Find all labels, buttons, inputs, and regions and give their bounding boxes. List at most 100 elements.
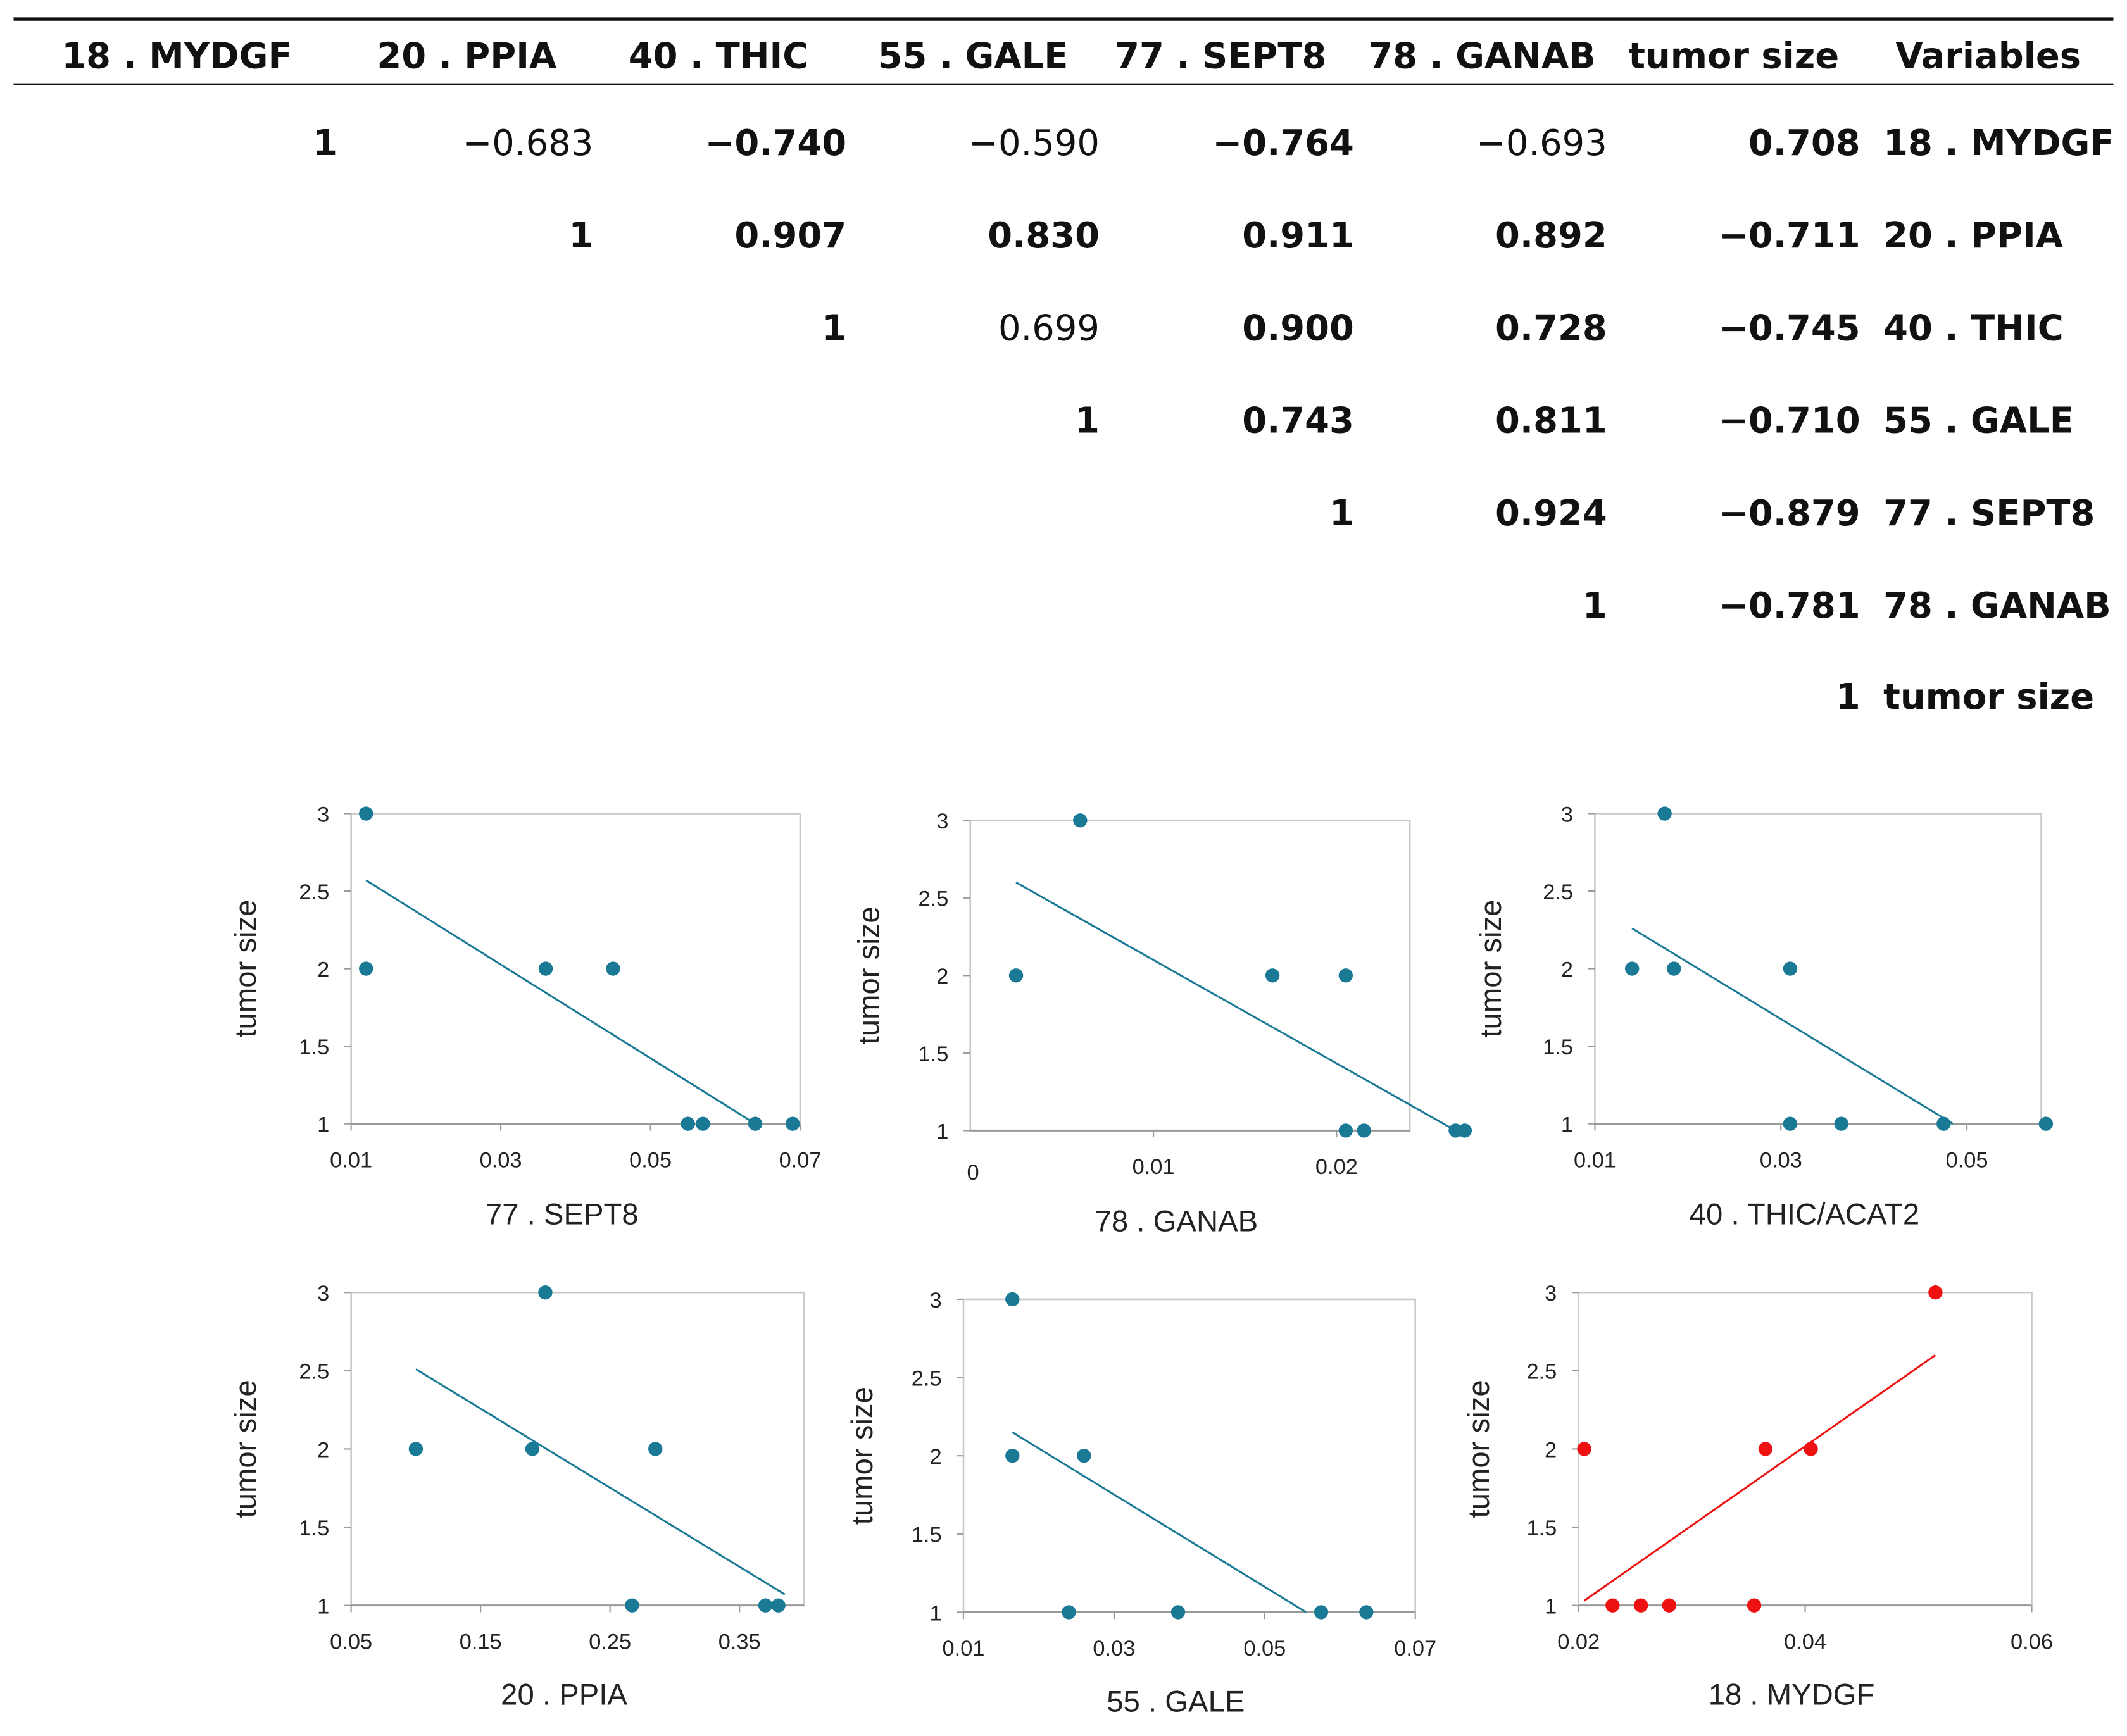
data-point xyxy=(1667,961,1681,976)
data-point xyxy=(1457,1123,1472,1138)
data-point xyxy=(1605,1598,1620,1613)
x-tick-label: 0.02 xyxy=(1315,1155,1358,1179)
trend-line xyxy=(365,879,756,1125)
column-header: 55 . GALE xyxy=(878,35,1069,77)
table-cell: 0.811 xyxy=(1495,401,1607,442)
table-cell: 1 xyxy=(1329,493,1354,534)
y-axis-label: tumor size xyxy=(1474,900,1508,1038)
x-axis-label: 78 . GANAB xyxy=(1095,1204,1258,1238)
x-tick-label: 0.05 xyxy=(1946,1148,1988,1172)
x-axis-label: 55 . GALE xyxy=(1107,1685,1245,1718)
y-tick-label: 2.5 xyxy=(299,880,329,904)
scatter-chart: 1 1.5 2 2.5 3 0.01 0.03 0.05 40 . THIC/ACAT2 tumo… xyxy=(1474,802,2054,1232)
x-tick-label: 0.03 xyxy=(1760,1148,1802,1172)
y-tick-label: 3 xyxy=(317,802,329,827)
y-tick-label: 3 xyxy=(936,809,948,834)
trend-line xyxy=(1583,1354,1936,1602)
x-tick-label: 0.01 xyxy=(943,1637,985,1661)
x-tick-label: 0.25 xyxy=(589,1630,631,1654)
table-row: 1 0.924 −0.879 77 . SEPT8 xyxy=(1329,493,2095,534)
data-point xyxy=(408,1442,424,1456)
table-cell: 0.728 xyxy=(1495,308,1607,349)
y-tick-label: 1 xyxy=(1545,1595,1557,1619)
table-body: 1 −0.683 −0.740 −0.590 −0.764 −0.693 0.708 18 .… xyxy=(313,123,2114,718)
table-cell: −0.740 xyxy=(705,123,847,164)
trend-line xyxy=(415,1368,786,1595)
y-tick-label: 1 xyxy=(317,1595,329,1619)
y-axis-label: tumor size xyxy=(229,900,263,1038)
data-point xyxy=(1338,968,1353,983)
data-point xyxy=(771,1598,786,1613)
data-point xyxy=(1265,968,1280,983)
y-tick-label: 2.5 xyxy=(1526,1360,1557,1384)
plot-frame xyxy=(962,1298,1416,1613)
scatter-plots: 1 1.5 2 2.5 3 0.01 0.03 0.05 0.07 77 . SEPT8 tumor… xyxy=(229,802,2054,1718)
y-axis-label: tumor size xyxy=(853,906,886,1044)
x-origin-label: 0 xyxy=(967,1161,979,1185)
data-point xyxy=(1662,1598,1677,1613)
y-tick-label: 2 xyxy=(929,1445,941,1469)
y-axis-label: tumor size xyxy=(1462,1380,1496,1518)
y-tick-label: 3 xyxy=(929,1289,941,1313)
data-point xyxy=(648,1442,663,1456)
table-cell: 0.907 xyxy=(734,215,846,256)
table-cell: −0.781 xyxy=(1719,585,1860,627)
x-tick-label: 0.02 xyxy=(1557,1630,1600,1654)
column-header: tumor size xyxy=(1628,35,1839,77)
data-point xyxy=(1804,1442,1818,1456)
x-tick-label: 0.06 xyxy=(2011,1630,2053,1654)
y-tick-label: 2.5 xyxy=(1543,880,1573,904)
x-axis-label: 18 . MYDGF xyxy=(1709,1678,1875,1712)
data-point xyxy=(758,1598,773,1613)
table-header: 18 . MYDGF 20 . PPIA 40 . THIC 55 . GALE 77 … xyxy=(61,35,2081,77)
table-cell: 0.708 xyxy=(1748,123,1860,164)
y-tick-label: 1.5 xyxy=(1526,1516,1557,1540)
data-point xyxy=(786,1116,800,1131)
y-axis-label: tumor size xyxy=(846,1387,879,1525)
row-label: 78 . GANAB xyxy=(1883,585,2111,627)
correlation-table: 18 . MYDGF 20 . PPIA 40 . THIC 55 . GALE 77 … xyxy=(13,17,2114,718)
x-tick-label: 0.15 xyxy=(460,1630,502,1654)
y-tick-label: 2 xyxy=(1545,1438,1557,1462)
scatter-chart: 1 1.5 2 2.5 3 0.01 0.03 0.05 0.07 77 . SEPT8 tumor… xyxy=(229,802,821,1231)
column-header: 77 . SEPT8 xyxy=(1115,35,1326,77)
x-tick-label: 0.05 xyxy=(629,1148,672,1172)
data-point xyxy=(1314,1605,1329,1620)
table-row: 1 0.743 0.811 −0.710 55 . GALE xyxy=(1075,401,2074,442)
scatter-chart: 1 1.5 2 2.5 3 0.01 0.03 0.05 0.07 55 . GALE tumor … xyxy=(846,1289,1436,1718)
row-label: 77 . SEPT8 xyxy=(1883,493,2095,534)
y-tick-label: 2 xyxy=(1561,958,1573,982)
table-row: 1 tumor size xyxy=(1836,677,2094,718)
y-tick-label: 1.5 xyxy=(299,1516,329,1540)
row-label: tumor size xyxy=(1883,677,2094,718)
y-tick-label: 3 xyxy=(1545,1282,1557,1306)
data-point xyxy=(538,1285,553,1300)
table-cell: −0.711 xyxy=(1719,215,1860,256)
data-point xyxy=(1005,1292,1020,1307)
trend-line xyxy=(1015,881,1457,1132)
y-tick-label: 2 xyxy=(936,965,948,989)
data-point xyxy=(1073,813,1088,828)
data-point xyxy=(1625,961,1640,976)
table-row: 1 −0.781 78 . GANAB xyxy=(1583,585,2111,627)
column-header: 20 . PPIA xyxy=(377,35,556,77)
row-label: 40 . THIC xyxy=(1883,308,2064,349)
table-cell: −0.764 xyxy=(1212,123,1354,164)
y-tick-label: 1.5 xyxy=(919,1042,949,1066)
data-point xyxy=(1577,1442,1591,1456)
table-cell: 1 xyxy=(568,215,593,256)
x-tick-label: 0.04 xyxy=(1784,1630,1826,1654)
table-cell: 0.911 xyxy=(1242,215,1354,256)
data-point xyxy=(1936,1116,1951,1131)
table-cell: 0.924 xyxy=(1495,493,1607,534)
column-header: 18 . MYDGF xyxy=(61,35,292,77)
table-cell: −0.710 xyxy=(1719,401,1860,442)
x-tick-label: 0.03 xyxy=(1093,1637,1135,1661)
table-row: 1 0.699 0.900 0.728 −0.745 40 . THIC xyxy=(822,308,2064,349)
table-row: 1 0.907 0.830 0.911 0.892 −0.711 20 . PPIA xyxy=(568,215,2063,256)
table-cell: −0.879 xyxy=(1719,493,1860,534)
table-cell: 1 xyxy=(1075,401,1100,442)
data-point xyxy=(1359,1605,1374,1620)
x-axis-label: 77 . SEPT8 xyxy=(486,1198,639,1232)
y-tick-label: 3 xyxy=(1561,802,1573,827)
